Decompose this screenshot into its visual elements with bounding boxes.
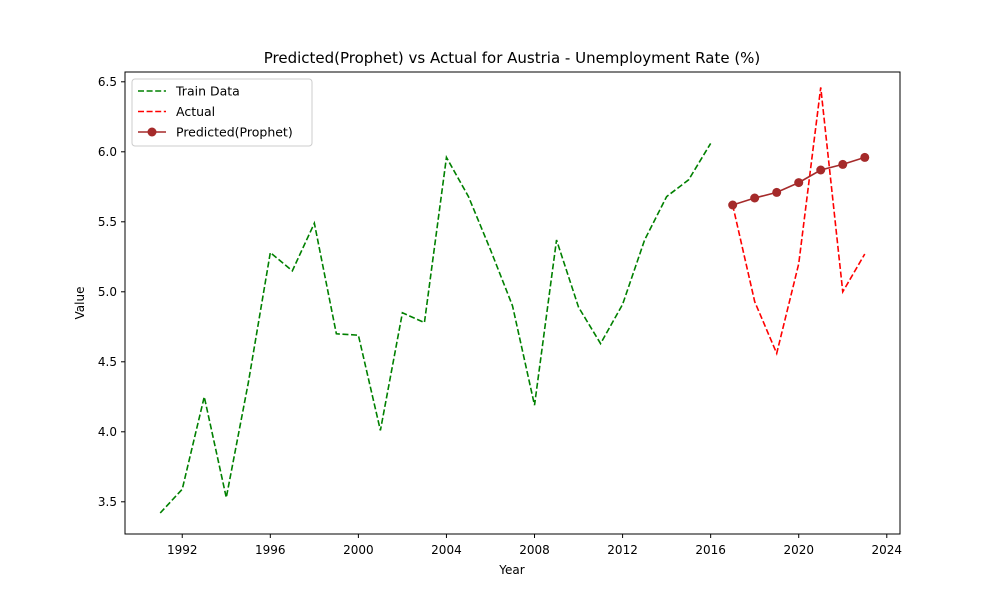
legend-label: Train Data xyxy=(175,84,240,99)
data-point-predicted-prophet xyxy=(728,200,738,210)
legend-label: Actual xyxy=(176,104,215,119)
data-point-predicted-prophet xyxy=(772,187,782,197)
legend-box xyxy=(131,78,313,147)
y-tick-label: 6.5 xyxy=(98,75,117,89)
data-point-predicted-prophet xyxy=(794,178,804,188)
plot-area xyxy=(159,87,870,514)
y-tick-label: 4.5 xyxy=(98,355,117,369)
x-tick-label: 2004 xyxy=(431,543,462,557)
legend-label: Predicted(Prophet) xyxy=(176,125,293,140)
x-tick-label: 2024 xyxy=(872,543,903,557)
y-tick-label: 4.0 xyxy=(98,425,117,439)
x-tick-label: 2012 xyxy=(607,543,638,557)
x-tick-label: 2008 xyxy=(519,543,550,557)
data-point-predicted-prophet xyxy=(838,159,848,169)
legend: Train Data Actual Predicted(Prophet) xyxy=(131,78,313,147)
data-point-predicted-prophet xyxy=(816,165,826,175)
legend-marker xyxy=(147,127,157,137)
chart-title: Predicted(Prophet) vs Actual for Austria… xyxy=(264,49,761,67)
plot-frame xyxy=(124,71,901,535)
series-line-train-data xyxy=(159,142,712,514)
series-line-actual xyxy=(731,87,866,356)
x-tick-label: 2020 xyxy=(783,543,814,557)
x-tick-label: 1992 xyxy=(167,543,198,557)
y-tick-label: 3.5 xyxy=(98,495,117,509)
x-tick-label: 1996 xyxy=(255,543,286,557)
x-tick-label: 2016 xyxy=(695,543,726,557)
data-point-predicted-prophet xyxy=(750,193,760,203)
y-tick-label: 5.0 xyxy=(98,285,117,299)
y-tick-label: 5.5 xyxy=(98,215,117,229)
y-axis-label: Value xyxy=(73,287,87,320)
x-tick-label: 2000 xyxy=(343,543,374,557)
y-tick-label: 6.0 xyxy=(98,145,117,159)
x-axis-label: Year xyxy=(498,563,524,577)
y-axis: 3.5 4.0 4.5 5.0 5.5 6.0 6.5 xyxy=(98,75,125,509)
x-axis: 1992 1996 2000 2004 2008 2012 2016 2020 2024 xyxy=(167,534,902,557)
data-point-predicted-prophet xyxy=(860,152,870,162)
